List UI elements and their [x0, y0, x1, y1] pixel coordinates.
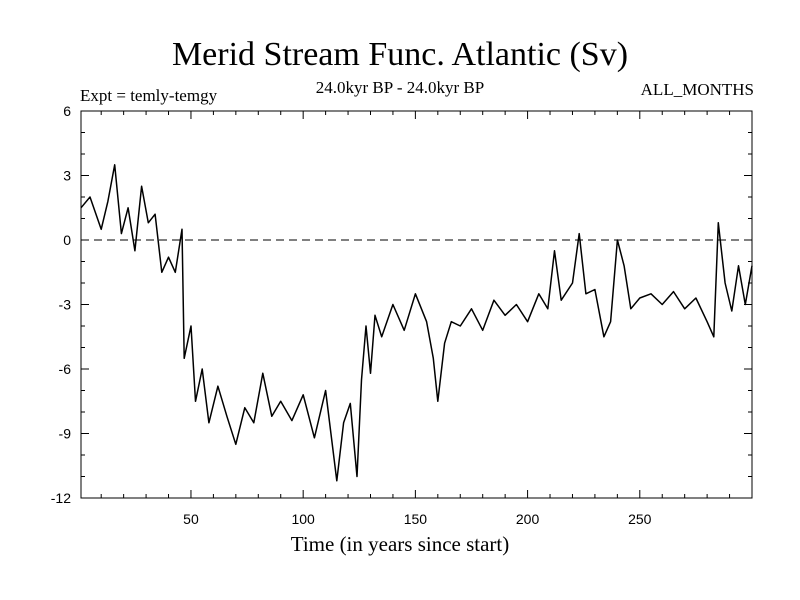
y-tick-label: 0	[63, 232, 71, 248]
x-tick-label: 100	[291, 511, 315, 527]
x-tick-label: 50	[183, 511, 199, 527]
y-tick-label: -9	[59, 426, 72, 442]
x-tick-label: 200	[516, 511, 540, 527]
period-label: 24.0kyr BP - 24.0kyr BP	[315, 78, 485, 97]
y-tick-label: -12	[51, 490, 71, 506]
x-tick-label: 250	[628, 511, 652, 527]
y-tick-label: 6	[63, 103, 71, 119]
months-label: ALL_MONTHS	[640, 80, 754, 99]
y-tick-label: 3	[63, 168, 71, 184]
y-tick-label: -6	[59, 361, 72, 377]
chart-title: Merid Stream Func. Atlantic (Sv)	[171, 36, 629, 73]
experiment-label: Expt = temly-temgy	[80, 86, 218, 105]
x-axis-label: Time (in years since start)	[290, 532, 510, 556]
y-tick-label: -3	[59, 297, 72, 313]
x-tick-label: 150	[404, 511, 428, 527]
series-line	[80, 164, 753, 482]
plot-frame	[80, 110, 753, 499]
